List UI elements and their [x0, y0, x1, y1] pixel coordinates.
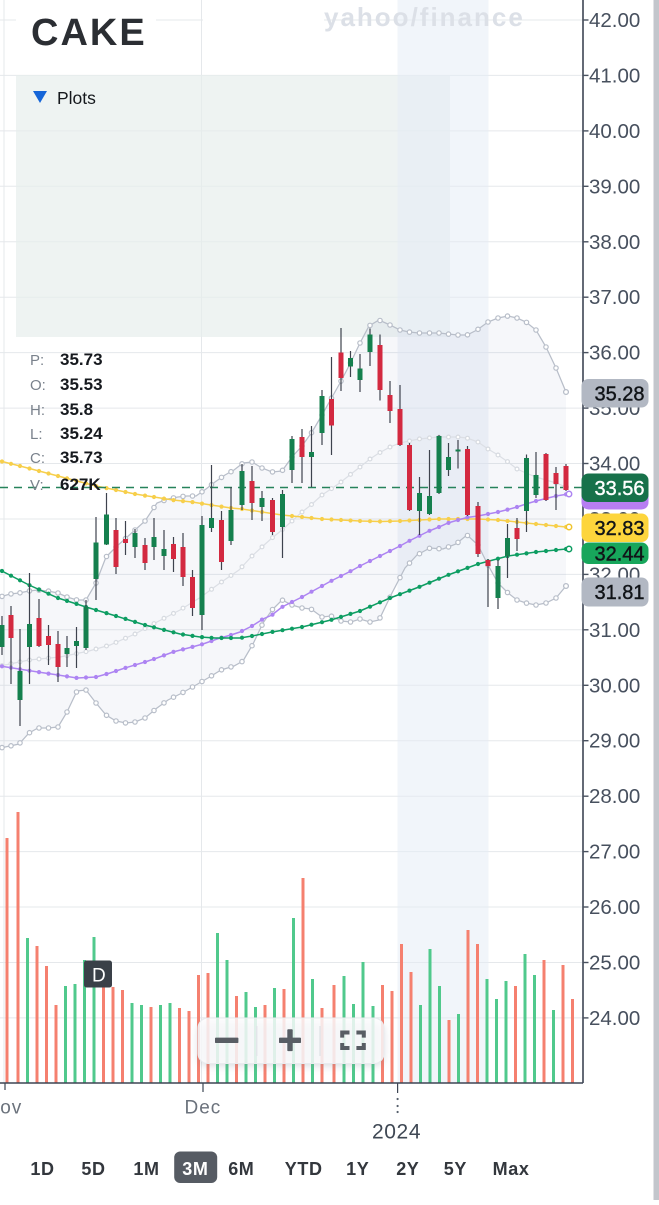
svg-text:39.00: 39.00 — [589, 175, 640, 198]
svg-text:2Y: 2Y — [396, 1159, 419, 1179]
svg-text:O:: O: — [30, 377, 46, 394]
svg-text:35.73: 35.73 — [60, 448, 103, 467]
svg-text:30.00: 30.00 — [589, 674, 640, 697]
svg-text:31.00: 31.00 — [589, 619, 640, 642]
svg-text:28.00: 28.00 — [589, 785, 640, 808]
svg-text:2024: 2024 — [372, 1121, 421, 1144]
svg-text:yahoo/finance: yahoo/finance — [324, 2, 525, 32]
svg-text:32.44: 32.44 — [595, 544, 645, 566]
svg-text:40.00: 40.00 — [589, 120, 640, 143]
svg-text:27.00: 27.00 — [589, 841, 640, 864]
svg-text:P:: P: — [30, 352, 44, 369]
svg-text:35.28: 35.28 — [595, 383, 645, 405]
svg-text:1M: 1M — [133, 1159, 159, 1179]
svg-text:35.8: 35.8 — [60, 400, 93, 419]
svg-text:3M: 3M — [182, 1159, 208, 1179]
svg-text:31.81: 31.81 — [595, 582, 645, 604]
svg-text:627K: 627K — [60, 475, 101, 494]
svg-text:38.00: 38.00 — [589, 231, 640, 254]
svg-text:32.83: 32.83 — [595, 518, 645, 540]
svg-text:5D: 5D — [81, 1159, 105, 1179]
svg-text:1Y: 1Y — [346, 1159, 369, 1179]
svg-text:C:: C: — [30, 450, 45, 467]
svg-text:36.00: 36.00 — [589, 342, 640, 365]
svg-text:Nov: Nov — [0, 1098, 22, 1119]
svg-text:1D: 1D — [30, 1159, 54, 1179]
svg-text:35.24: 35.24 — [60, 424, 103, 443]
svg-text:Max: Max — [493, 1159, 530, 1179]
svg-text:V:: V: — [30, 477, 44, 494]
svg-text:Plots: Plots — [57, 88, 96, 108]
svg-text:35.73: 35.73 — [60, 350, 103, 369]
svg-text:5Y: 5Y — [444, 1159, 467, 1179]
svg-text:41.00: 41.00 — [589, 64, 640, 87]
svg-text:6M: 6M — [228, 1159, 254, 1179]
svg-text:YTD: YTD — [285, 1159, 323, 1179]
svg-text:42.00: 42.00 — [589, 9, 640, 32]
svg-text:24.00: 24.00 — [589, 1007, 640, 1030]
svg-text:Dec: Dec — [185, 1098, 222, 1119]
svg-text:33.56: 33.56 — [595, 478, 645, 500]
svg-text:CAKE: CAKE — [31, 12, 147, 54]
svg-text:35.53: 35.53 — [60, 375, 103, 394]
svg-text:37.00: 37.00 — [589, 286, 640, 309]
svg-text:H:: H: — [30, 402, 45, 419]
svg-text:L:: L: — [30, 426, 43, 443]
svg-text:D: D — [92, 966, 106, 987]
svg-text:29.00: 29.00 — [589, 730, 640, 753]
svg-text:34.00: 34.00 — [589, 453, 640, 476]
svg-text:25.00: 25.00 — [589, 952, 640, 975]
svg-text:26.00: 26.00 — [589, 896, 640, 919]
